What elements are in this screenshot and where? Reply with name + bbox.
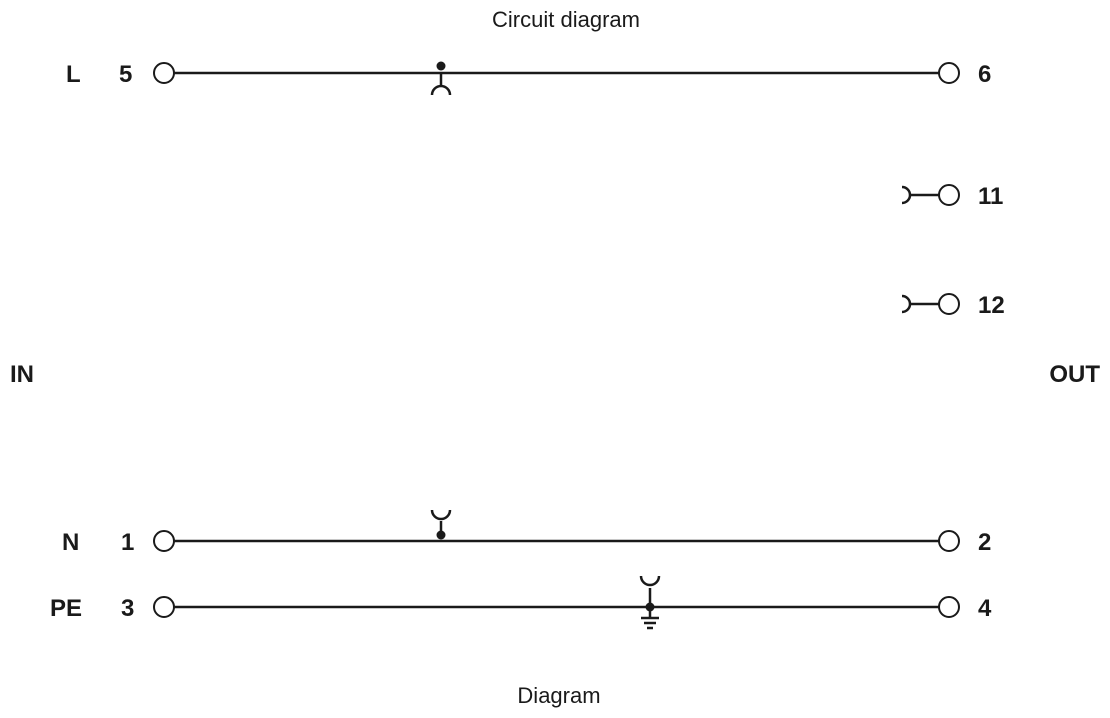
ground-icon <box>641 607 659 630</box>
diagram-title: Circuit diagram <box>492 7 640 32</box>
out-label: OUT <box>1049 361 1100 388</box>
contact-12 <box>901 294 912 314</box>
line-name-pe: PE <box>50 595 82 622</box>
terminal-5 <box>153 62 175 84</box>
aux-terminal-12: 12 <box>901 292 1005 319</box>
diagram-footer: Diagram <box>517 683 600 708</box>
line-name-n: N <box>62 529 79 556</box>
terminal-label-4: 4 <box>978 595 992 622</box>
terminal-11 <box>938 184 960 206</box>
junction-dot-l <box>436 61 446 71</box>
terminal-label-3: 3 <box>121 595 134 622</box>
protection-element-l <box>430 84 452 96</box>
line-name-l: L <box>66 61 81 88</box>
terminal-label-2: 2 <box>978 529 991 556</box>
terminal-2 <box>938 530 960 552</box>
in-label: IN <box>10 361 34 388</box>
terminal-label-5: 5 <box>119 61 132 88</box>
terminal-4 <box>938 596 960 618</box>
junction-dot-n <box>436 530 446 540</box>
terminal-12 <box>938 293 960 315</box>
protection-element-pe <box>639 575 661 587</box>
terminal-label-12: 12 <box>978 292 1005 319</box>
terminal-1 <box>153 530 175 552</box>
aux-terminal-11: 11 <box>901 183 1003 210</box>
contact-11 <box>901 185 912 205</box>
terminal-label-1: 1 <box>121 529 134 556</box>
terminal-3 <box>153 596 175 618</box>
line-l: L 5 6 <box>66 61 991 96</box>
protection-element-n <box>430 509 452 521</box>
terminal-6 <box>938 62 960 84</box>
terminal-label-11: 11 <box>978 183 1003 210</box>
line-pe: PE 3 4 <box>50 575 992 630</box>
terminal-label-6: 6 <box>978 61 991 88</box>
line-n: N 1 2 <box>62 509 991 556</box>
